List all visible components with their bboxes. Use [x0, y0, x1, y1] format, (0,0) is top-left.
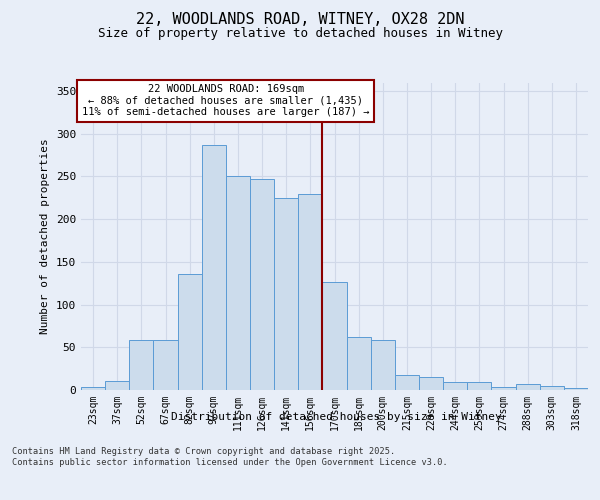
Text: Contains HM Land Registry data © Crown copyright and database right 2025.
Contai: Contains HM Land Registry data © Crown c… — [12, 448, 448, 467]
Bar — [105, 382, 129, 390]
Bar — [467, 382, 491, 390]
Bar — [443, 382, 467, 390]
Bar — [491, 386, 515, 390]
Bar — [540, 386, 564, 390]
Bar — [202, 145, 226, 390]
Bar — [154, 340, 178, 390]
Bar — [250, 179, 274, 390]
Bar — [347, 337, 371, 390]
Bar — [298, 194, 322, 390]
Bar — [564, 388, 588, 390]
Bar — [129, 340, 154, 390]
Bar — [226, 176, 250, 390]
Text: Distribution of detached houses by size in Witney: Distribution of detached houses by size … — [170, 412, 502, 422]
Text: 22 WOODLANDS ROAD: 169sqm
← 88% of detached houses are smaller (1,435)
11% of se: 22 WOODLANDS ROAD: 169sqm ← 88% of detac… — [82, 84, 370, 117]
Bar — [515, 384, 540, 390]
Text: Size of property relative to detached houses in Witney: Size of property relative to detached ho… — [97, 28, 503, 40]
Bar — [322, 282, 347, 390]
Y-axis label: Number of detached properties: Number of detached properties — [40, 138, 50, 334]
Bar — [371, 340, 395, 390]
Bar — [395, 376, 419, 390]
Bar — [274, 198, 298, 390]
Bar — [81, 388, 105, 390]
Bar — [419, 377, 443, 390]
Bar — [178, 274, 202, 390]
Text: 22, WOODLANDS ROAD, WITNEY, OX28 2DN: 22, WOODLANDS ROAD, WITNEY, OX28 2DN — [136, 12, 464, 28]
